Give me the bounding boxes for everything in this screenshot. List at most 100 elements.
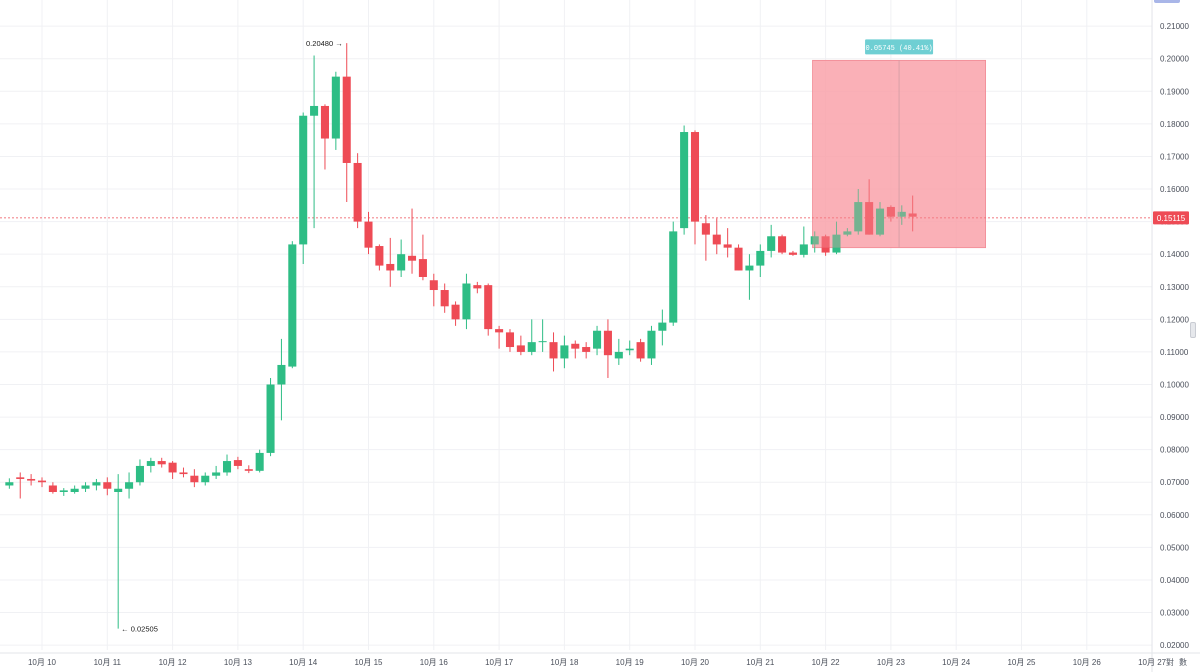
candle-body xyxy=(59,490,68,492)
x-tick-label: 10月 21 xyxy=(746,658,775,667)
current-price-tag xyxy=(1153,211,1189,225)
candle-body xyxy=(386,263,395,271)
x-tick-label: 10月 13 xyxy=(224,658,253,667)
current-price-label: 0.15115 xyxy=(1157,214,1186,223)
candle-body xyxy=(462,283,471,320)
candle-body xyxy=(5,482,14,486)
candle-body xyxy=(190,475,199,483)
y-tick-label: 0.09000 xyxy=(1160,413,1189,422)
x-tick-label: 10月 22 xyxy=(812,658,841,667)
candle-body xyxy=(255,452,264,471)
candle-body xyxy=(745,265,754,271)
candle-body xyxy=(680,132,689,229)
candle-body xyxy=(168,462,177,473)
y-tick-label: 0.18000 xyxy=(1160,120,1189,129)
candle-body xyxy=(875,208,885,235)
candle-body xyxy=(408,255,417,261)
x-tick-label: 10月 12 xyxy=(159,658,188,667)
candle-body xyxy=(712,234,721,245)
candle-body xyxy=(244,469,253,471)
candle-body xyxy=(767,236,776,251)
candle-body xyxy=(593,330,602,349)
candle-body xyxy=(429,280,438,291)
candle-body xyxy=(571,343,580,349)
candle-body xyxy=(473,285,482,289)
candle-body xyxy=(277,364,286,385)
y-tick-label: 0.03000 xyxy=(1160,609,1189,618)
y-tick-label: 0.12000 xyxy=(1160,315,1189,324)
y-tick-label: 0.20000 xyxy=(1160,55,1189,64)
candle-body xyxy=(505,332,515,348)
x-tick-label: 10月 19 xyxy=(616,658,645,667)
candle-body xyxy=(832,234,841,253)
candle-body xyxy=(375,246,384,266)
candle-body xyxy=(135,465,144,483)
candle-body xyxy=(81,485,90,489)
candle-body xyxy=(527,342,536,352)
candle-body xyxy=(854,202,863,232)
x-tick-label: 10月 10 xyxy=(28,658,57,667)
candle-body xyxy=(886,206,895,217)
candle-body xyxy=(549,342,558,359)
candle-body xyxy=(625,348,634,351)
candle-body xyxy=(799,244,808,255)
auto-scale-toggle[interactable]: 數 xyxy=(1179,658,1187,667)
candle-body xyxy=(614,351,623,359)
candle-body xyxy=(70,488,79,492)
axis-controls: 對 數 xyxy=(1166,657,1187,668)
candle-body xyxy=(484,285,493,330)
x-tick-label: 10月 20 xyxy=(681,658,710,667)
candle-body xyxy=(516,345,525,352)
candle-body xyxy=(582,347,591,352)
x-tick-label: 10月 23 xyxy=(877,658,906,667)
candle-body xyxy=(16,477,25,479)
y-tick-label: 0.05000 xyxy=(1160,543,1189,552)
y-tick-label: 0.19000 xyxy=(1160,87,1189,96)
x-tick-label: 10月 25 xyxy=(1007,658,1036,667)
y-tick-label: 0.04000 xyxy=(1160,576,1189,585)
candle-body xyxy=(37,480,47,483)
candle-body xyxy=(146,461,155,466)
low-annotation: ← 0.02505 xyxy=(121,625,158,634)
candle-body xyxy=(114,488,123,492)
x-tick-label: 10月 14 xyxy=(289,658,318,667)
candle-body xyxy=(299,115,308,245)
candle-body xyxy=(418,259,427,277)
candle-body xyxy=(451,304,460,320)
y-tick-label: 0.14000 xyxy=(1160,250,1189,259)
candle-body xyxy=(778,236,787,253)
y-tick-label: 0.13000 xyxy=(1160,283,1189,292)
candle-body xyxy=(658,322,667,331)
candle-body xyxy=(647,330,656,359)
candle-body xyxy=(908,213,917,217)
candle-body xyxy=(603,330,612,356)
candle-body xyxy=(397,254,406,271)
y-tick-label: 0.16000 xyxy=(1160,185,1189,194)
candle-body xyxy=(788,252,797,255)
candle-body xyxy=(179,472,188,475)
y-tick-label: 0.21000 xyxy=(1160,22,1189,31)
candle-body xyxy=(810,236,819,245)
candle-body xyxy=(364,221,373,248)
candle-body xyxy=(353,162,362,222)
candle-body xyxy=(560,345,569,359)
x-tick-label: 10月 11 xyxy=(94,658,122,667)
log-scale-toggle[interactable]: 對 xyxy=(1166,658,1174,667)
candle-body xyxy=(320,105,329,139)
x-tick-label: 10月 17 xyxy=(485,658,514,667)
measure-label: 0.05745 (40.41%) xyxy=(865,45,932,53)
candle-body xyxy=(897,211,906,217)
candle-body xyxy=(636,342,645,359)
candle-body xyxy=(821,236,830,253)
measure-label-bg xyxy=(865,39,934,55)
x-tick-label: 10月 27 xyxy=(1138,658,1167,667)
candle-body xyxy=(865,202,874,235)
y-tick-label: 0.07000 xyxy=(1160,478,1189,487)
x-tick-label: 10月 16 xyxy=(420,658,449,667)
candle-body xyxy=(669,231,678,323)
candle-body xyxy=(734,247,743,271)
candle-body xyxy=(538,341,547,343)
price-scale-drag-handle[interactable] xyxy=(1190,322,1196,338)
